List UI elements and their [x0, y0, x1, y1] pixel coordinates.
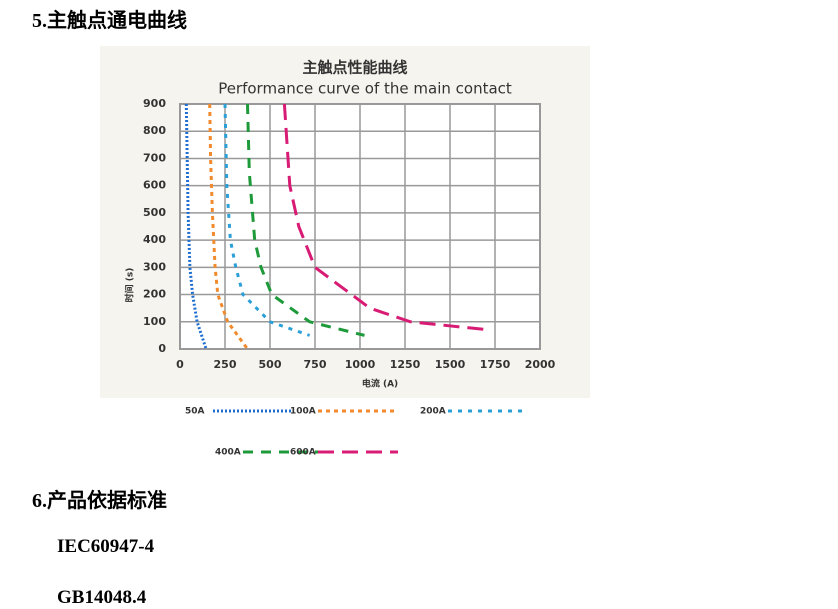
x-tick-label: 0: [176, 358, 184, 371]
legend-label: 400A: [215, 448, 241, 458]
x-tick-label: 500: [259, 358, 282, 371]
section-heading: 6.产品依据标准: [32, 490, 167, 512]
standard-item: GB14048.4: [57, 587, 147, 608]
curve: [223, 103, 311, 337]
chart-title: 主触点性能曲线: [302, 59, 407, 77]
y-tick-label: 400: [143, 233, 166, 246]
legend-label: 600A: [290, 448, 316, 458]
x-axis-label: 电流 (A): [362, 378, 398, 390]
y-tick-label: 0: [158, 342, 166, 355]
x-tick-label: 1000: [345, 358, 376, 371]
y-tick-label: 300: [143, 260, 166, 273]
x-tick-label: 750: [304, 358, 327, 371]
x-tick-label: 250: [214, 358, 237, 371]
section-heading: 5.主触点通电曲线: [32, 10, 187, 32]
standard-item: IEC60947-4: [57, 536, 155, 557]
y-axis-label: 时间 (s): [124, 268, 136, 303]
curve: [282, 103, 490, 332]
x-tick-label: 2000: [525, 358, 556, 371]
curve: [208, 103, 249, 350]
y-tick-label: 100: [143, 315, 166, 328]
y-tick-label: 900: [143, 97, 166, 110]
y-tick-label: 600: [143, 179, 166, 192]
legend-label: 50A: [185, 407, 205, 417]
x-tick-label: 1250: [390, 358, 421, 371]
y-tick-label: 200: [143, 288, 166, 301]
y-tick-label: 500: [143, 206, 166, 219]
y-tick-label: 700: [143, 151, 166, 164]
legend-label: 100A: [290, 407, 316, 417]
y-tick-label: 800: [143, 124, 166, 137]
chart-subtitle: Performance curve of the main contact: [218, 80, 512, 98]
curve: [246, 103, 365, 337]
x-tick-label: 1750: [480, 358, 511, 371]
x-tick-label: 1500: [435, 358, 466, 371]
legend-label: 200A: [420, 407, 446, 417]
